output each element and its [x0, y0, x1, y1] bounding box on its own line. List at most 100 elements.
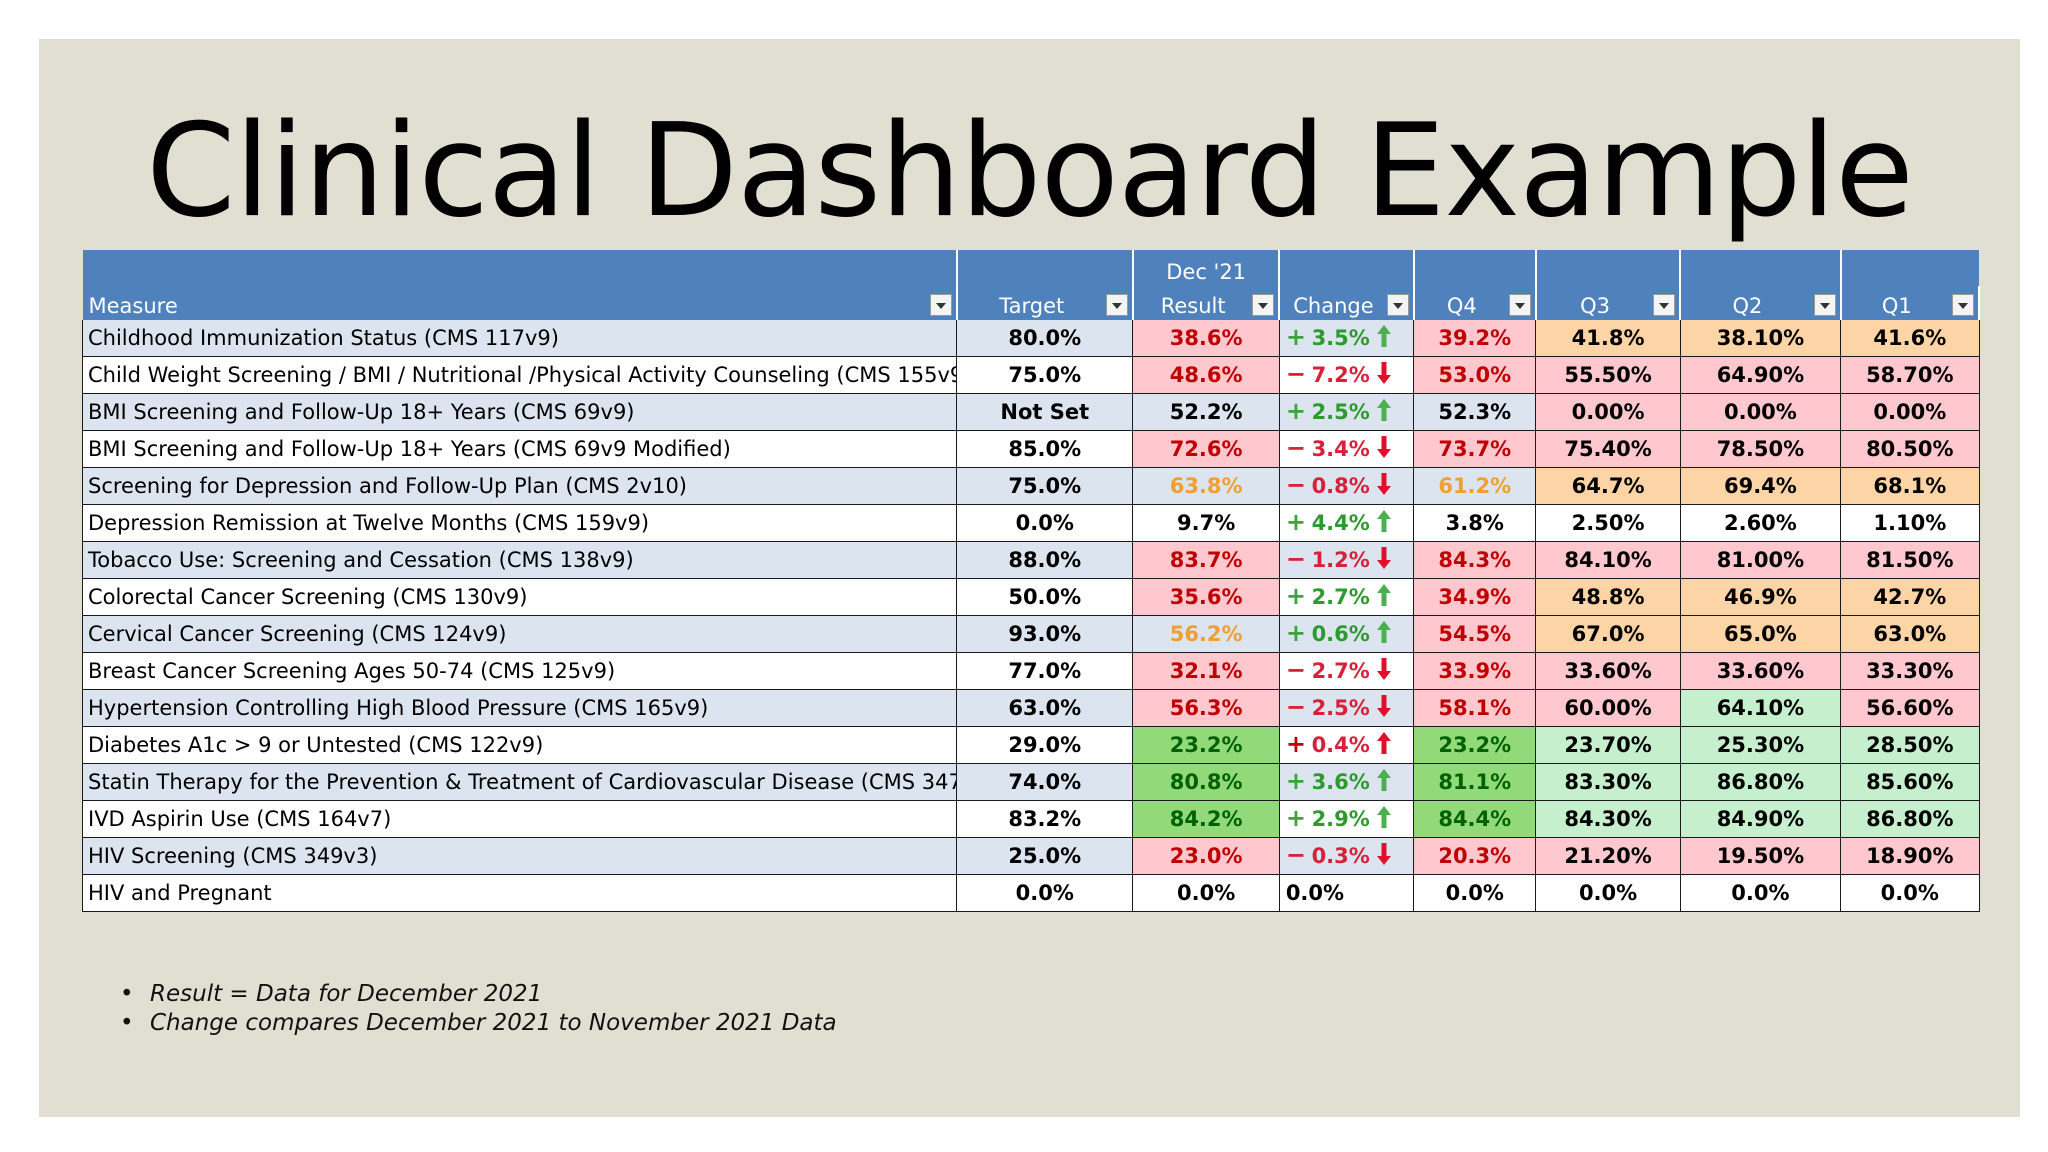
arrow-down-icon	[1376, 361, 1392, 390]
change-sign: +	[1285, 618, 1306, 647]
table-row: IVD Aspirin Use (CMS 164v7) 83.2% 84.2% +2.…	[81, 800, 1980, 838]
filter-dropdown-icon[interactable]	[1813, 294, 1836, 316]
col-header-q1: Q1	[1840, 286, 1981, 320]
target-cell: 80.0%	[956, 320, 1134, 357]
change-sign: +	[1285, 803, 1306, 832]
target-cell: 77.0%	[956, 652, 1134, 690]
filter-dropdown-icon[interactable]	[1952, 294, 1974, 316]
q2-cell: 81.00%	[1680, 541, 1842, 579]
table-row: Cervical Cancer Screening (CMS 124v9) 93.…	[81, 615, 1980, 653]
change-cell: +3.5%	[1279, 320, 1415, 357]
result-cell: 63.8%	[1132, 467, 1280, 505]
target-cell: 75.0%	[956, 467, 1134, 505]
change-value: 4.4%	[1311, 510, 1370, 535]
q4-cell: 84.4%	[1413, 800, 1537, 838]
result-cell: 83.7%	[1132, 541, 1280, 579]
change-cell: −3.4%	[1279, 430, 1415, 468]
filter-dropdown-icon[interactable]	[1252, 294, 1275, 316]
q4-cell: 20.3%	[1413, 837, 1537, 875]
q2-cell: 38.10%	[1680, 320, 1842, 357]
arrow-down-icon	[1376, 694, 1392, 723]
q3-cell: 64.7%	[1535, 467, 1681, 505]
measure-cell: Cervical Cancer Screening (CMS 124v9)	[81, 615, 958, 653]
arrow-down-icon	[1376, 435, 1392, 464]
change-sign: +	[1285, 581, 1306, 610]
q4-cell: 53.0%	[1413, 356, 1537, 394]
target-cell: 83.2%	[956, 800, 1134, 838]
table-row: HIV and Pregnant 0.0% 0.0% 0.0% 0.0% 0.0% 0.0%…	[81, 874, 1980, 912]
q2-cell: 0.0%	[1680, 874, 1842, 912]
q2-cell: 78.50%	[1680, 430, 1842, 468]
arrow-down-icon	[1376, 657, 1392, 686]
result-cell: 84.2%	[1132, 800, 1280, 838]
filter-dropdown-icon[interactable]	[1653, 294, 1676, 316]
q3-cell: 83.30%	[1535, 763, 1681, 801]
measure-cell: BMI Screening and Follow-Up 18+ Years (C…	[81, 430, 958, 468]
measure-cell: HIV and Pregnant	[81, 874, 958, 912]
page-title: Clinical Dashboard Example	[146, 97, 1914, 246]
target-cell: 29.0%	[956, 726, 1134, 764]
q3-cell: 23.70%	[1535, 726, 1681, 764]
change-value: 3.6%	[1311, 769, 1370, 794]
arrow-up-icon	[1376, 731, 1392, 760]
change-value: 0.8%	[1311, 473, 1370, 498]
table-row: Childhood Immunization Status (CMS 117v9…	[81, 320, 1980, 357]
change-value: 0.6%	[1311, 621, 1370, 646]
table-row: Statin Therapy for the Prevention & Trea…	[81, 763, 1980, 801]
change-value: 2.9%	[1311, 806, 1370, 831]
target-cell: 0.0%	[956, 504, 1134, 542]
arrow-up-icon	[1376, 509, 1392, 538]
change-cell: −7.2%	[1279, 356, 1415, 394]
q1-cell: 18.90%	[1840, 837, 1980, 875]
col-header-q4: Q4	[1413, 286, 1537, 320]
change-value: 2.5%	[1311, 695, 1370, 720]
change-cell: 0.0%	[1279, 874, 1415, 912]
result-cell: 35.6%	[1132, 578, 1280, 616]
q1-cell: 33.30%	[1840, 652, 1980, 690]
filter-dropdown-icon[interactable]	[1105, 294, 1128, 316]
table-row: Breast Cancer Screening Ages 50-74 (CMS …	[81, 652, 1980, 690]
change-value: 0.4%	[1311, 732, 1370, 757]
q1-cell: 68.1%	[1840, 467, 1980, 505]
target-cell: 0.0%	[956, 874, 1134, 912]
arrow-up-icon	[1376, 620, 1392, 649]
q3-cell: 0.00%	[1535, 393, 1681, 431]
table-row: Diabetes A1c > 9 or Untested (CMS 122v9)…	[81, 726, 1980, 764]
col-header-result: Result	[1132, 286, 1281, 320]
q1-cell: 42.7%	[1840, 578, 1980, 616]
table-row: HIV Screening (CMS 349v3) 25.0% 23.0% −0.3%…	[81, 837, 1980, 875]
change-sign: +	[1285, 766, 1306, 795]
filter-dropdown-icon[interactable]	[1508, 294, 1531, 316]
q2-cell: 65.0%	[1680, 615, 1842, 653]
col-header-target: Target	[956, 286, 1134, 320]
q3-cell: 33.60%	[1535, 652, 1681, 690]
table-row: Tobacco Use: Screening and Cessation (CM…	[81, 541, 1980, 579]
result-cell: 72.6%	[1132, 430, 1280, 468]
q3-cell: 2.50%	[1535, 504, 1681, 542]
q2-cell: 25.30%	[1680, 726, 1842, 764]
q2-cell: 64.10%	[1680, 689, 1842, 727]
change-cell: −0.8%	[1279, 467, 1415, 505]
change-value: 3.4%	[1311, 436, 1370, 461]
q4-cell: 33.9%	[1413, 652, 1537, 690]
change-cell: +2.9%	[1279, 800, 1415, 838]
q1-cell: 56.60%	[1840, 689, 1980, 727]
q4-cell: 34.9%	[1413, 578, 1537, 616]
filter-dropdown-icon[interactable]	[929, 294, 952, 316]
filter-dropdown-icon[interactable]	[1386, 294, 1409, 316]
measure-cell: Diabetes A1c > 9 or Untested (CMS 122v9)	[81, 726, 958, 764]
q3-cell: 41.8%	[1535, 320, 1681, 357]
target-cell: 93.0%	[956, 615, 1134, 653]
result-cell: 56.2%	[1132, 615, 1280, 653]
change-sign: +	[1285, 729, 1306, 758]
col-header-measure: Measure	[82, 286, 958, 320]
change-cell: −2.5%	[1279, 689, 1415, 727]
result-cell: 0.0%	[1132, 874, 1280, 912]
target-cell: Not Set	[956, 393, 1134, 431]
col-header-q2: Q2	[1680, 286, 1842, 320]
q2-cell: 86.80%	[1680, 763, 1842, 801]
q3-cell: 67.0%	[1535, 615, 1681, 653]
change-cell: +0.4%	[1279, 726, 1415, 764]
target-cell: 75.0%	[956, 356, 1134, 394]
measure-cell: IVD Aspirin Use (CMS 164v7)	[81, 800, 958, 838]
